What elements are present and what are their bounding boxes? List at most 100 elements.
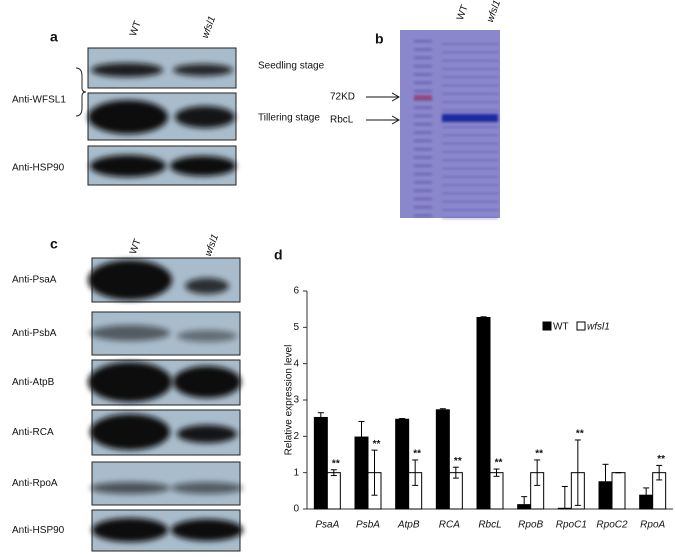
x-tick-label: PsbA [356, 520, 380, 531]
band [177, 330, 237, 342]
error-bar [656, 464, 663, 481]
band [88, 362, 172, 402]
stage-label: Tillering stage [258, 113, 320, 124]
ladder-band [414, 131, 432, 134]
x-tick-label: RpoA [640, 520, 665, 531]
blots [87, 30, 500, 552]
lane-band [442, 109, 498, 112]
lane-label: wfsl1 [203, 233, 221, 258]
ladder-band [414, 81, 432, 84]
significance: ** [332, 458, 340, 469]
lane-band [442, 184, 498, 187]
lane-label: WT [128, 238, 144, 256]
band [173, 64, 233, 76]
error-bar [493, 468, 500, 477]
x-tick-label: PsaA [315, 520, 339, 531]
y-tick-label: 2 [293, 431, 299, 442]
lane-band [442, 134, 498, 137]
lane-band [442, 67, 498, 70]
lane-band [442, 159, 498, 162]
error-bar [412, 459, 419, 486]
error-bar [452, 466, 459, 479]
significance: ** [535, 449, 543, 460]
ladder-band [414, 89, 432, 93]
band [90, 482, 170, 494]
ladder-band [414, 106, 432, 109]
ladder-band [414, 164, 432, 167]
band [88, 100, 168, 134]
x-tick-label: RpoC2 [596, 520, 628, 531]
error-bar [561, 485, 568, 510]
y-axis-label: Relative expression level [284, 345, 295, 456]
antibody-label: Anti-WFSL1 [12, 95, 66, 106]
lane-label: WT [128, 20, 144, 38]
lane-band [442, 51, 498, 54]
lane-band [442, 209, 498, 211]
bar [313, 416, 328, 510]
bar [326, 472, 341, 510]
lane-band [442, 217, 498, 220]
bracket [75, 67, 87, 117]
panel-label: b [375, 31, 384, 47]
lane-band [442, 84, 498, 87]
lane-band [442, 59, 498, 62]
y-tick-label: 0 [293, 504, 299, 515]
lane-band [442, 92, 498, 95]
legend-swatch [576, 321, 586, 331]
legend-label: wfsl1 [587, 322, 610, 333]
ladder-band [414, 48, 432, 51]
lane-band [442, 101, 498, 104]
lane-label: WT [455, 4, 471, 22]
ladder-band [414, 114, 432, 118]
bar [611, 472, 626, 510]
x-tick-label: RbcL [478, 520, 501, 531]
antibody-label: Anti-PsaA [12, 275, 57, 286]
rbcl-band [442, 114, 498, 122]
significance: ** [373, 439, 381, 450]
x-tick-label: AtpB [397, 520, 420, 531]
ladder-band [414, 172, 432, 176]
significance: ** [454, 456, 462, 467]
lane-label: wfsl1 [200, 15, 218, 40]
error-bar [330, 469, 337, 477]
ladder-band [414, 214, 432, 217]
band [177, 425, 237, 443]
y-tick-label: 4 [293, 358, 299, 369]
error-bar [643, 487, 650, 503]
lane-label: wfsl1 [485, 0, 503, 24]
lane-band [442, 192, 498, 195]
band [88, 260, 172, 300]
bar [435, 409, 450, 510]
y-tick-label: 6 [293, 286, 299, 297]
band [173, 366, 241, 398]
significance: ** [657, 454, 665, 465]
ladder-band [414, 139, 432, 143]
band [90, 155, 166, 177]
significance: ** [413, 449, 421, 460]
ladder-band [414, 181, 432, 184]
lane-band [442, 175, 498, 178]
band [175, 106, 235, 128]
band [185, 278, 229, 294]
bar [395, 418, 410, 510]
band [92, 518, 168, 542]
legend-label: WT [553, 322, 569, 333]
panel-label: c [50, 236, 58, 252]
error-bar [399, 418, 406, 421]
marker-label: RbcL [330, 115, 354, 126]
band [90, 414, 170, 450]
panel-label: d [274, 247, 283, 263]
lane-band [442, 126, 498, 128]
band [91, 63, 163, 77]
x-tick-label: RpoC1 [556, 520, 587, 531]
error-bar [371, 449, 378, 496]
legend-swatch [542, 321, 552, 331]
arrows [366, 92, 401, 125]
lane-band [442, 200, 498, 203]
error-bar [574, 439, 581, 506]
error-bar [439, 408, 446, 412]
error-bar [317, 412, 324, 423]
y-tick-label: 3 [293, 395, 299, 406]
lane-band [442, 167, 498, 170]
y-tick-label: 1 [293, 467, 299, 478]
